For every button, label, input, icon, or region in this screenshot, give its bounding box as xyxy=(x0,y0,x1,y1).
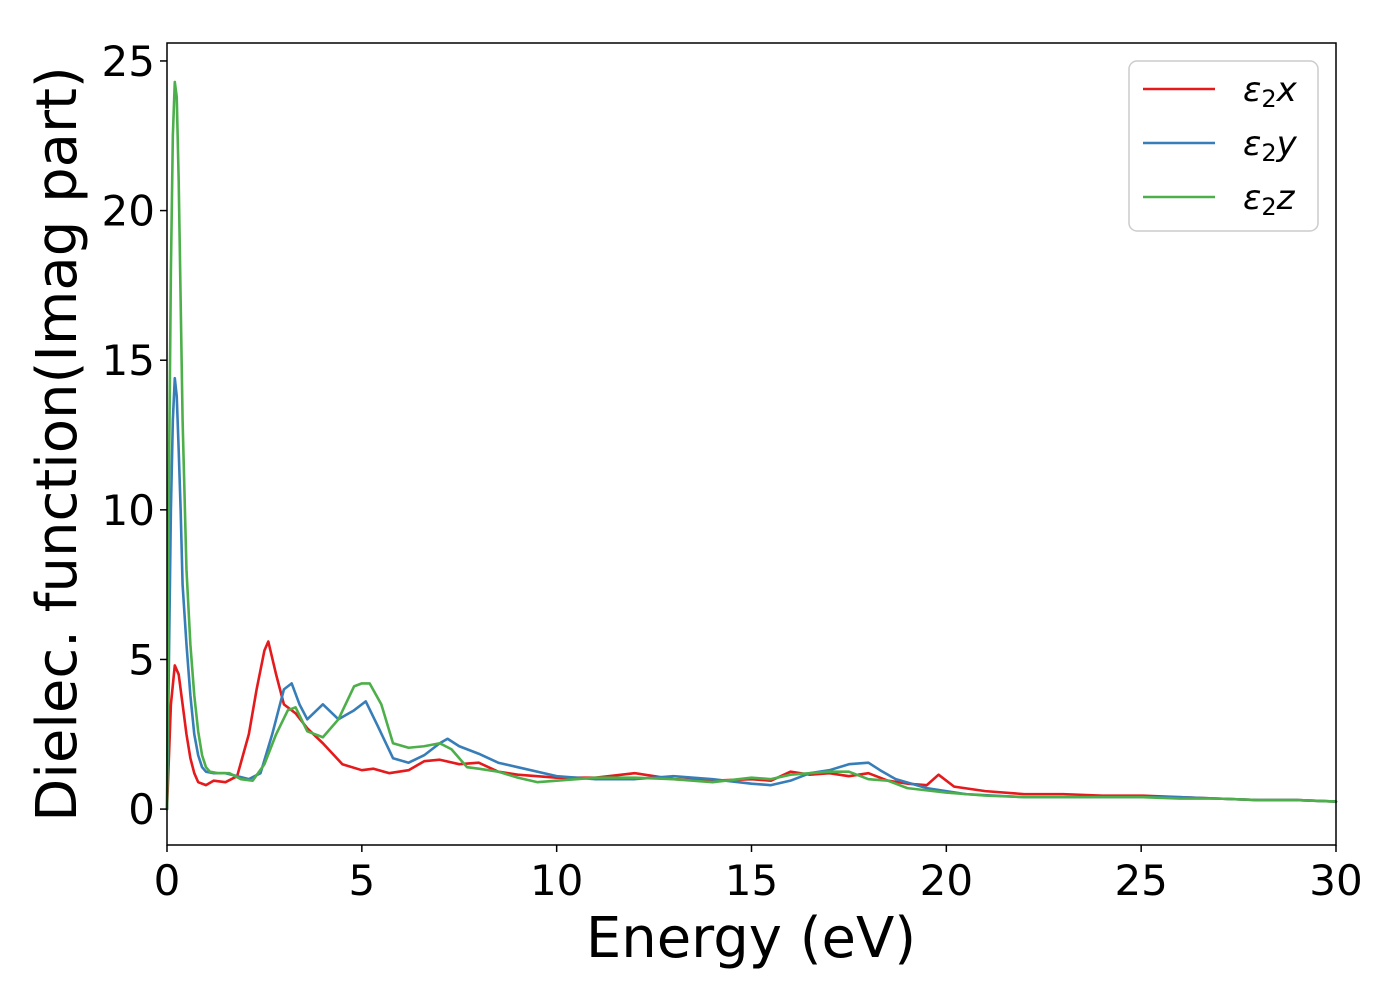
legend-label: ε2x xyxy=(1243,70,1298,113)
y-axis-label: Dielec. function(Imag part) xyxy=(25,66,90,822)
legend-label: ε2z xyxy=(1243,178,1296,221)
x-axis-ticks: 0 5 10 15 20 25 30 xyxy=(154,845,1363,905)
y-tick-label: 15 xyxy=(102,336,155,385)
y-tick-label: 10 xyxy=(102,486,155,535)
legend-label: ε2y xyxy=(1243,124,1298,167)
x-tick-label: 30 xyxy=(1309,856,1362,905)
legend-box xyxy=(1128,60,1319,232)
y-tick-label: 20 xyxy=(102,187,155,236)
y-tick-label: 25 xyxy=(102,37,155,86)
x-tick-label: 0 xyxy=(154,856,181,905)
series-line-2 xyxy=(165,376,1338,811)
plot-area xyxy=(165,80,1338,811)
x-tick-label: 10 xyxy=(530,856,583,905)
x-tick-label: 5 xyxy=(348,856,375,905)
y-axis-ticks: 0 5 10 15 20 25 xyxy=(102,37,167,834)
y-tick-label: 5 xyxy=(128,635,155,684)
series-line-3 xyxy=(165,80,1338,811)
x-tick-label: 20 xyxy=(920,856,973,905)
legend: ε2x ε2y ε2z xyxy=(1128,60,1319,232)
series-line-1 xyxy=(165,640,1338,811)
x-tick-label: 25 xyxy=(1114,856,1167,905)
x-tick-label: 15 xyxy=(725,856,778,905)
x-axis-label: Energy (eV) xyxy=(586,906,916,971)
y-tick-label: 0 xyxy=(128,785,155,834)
